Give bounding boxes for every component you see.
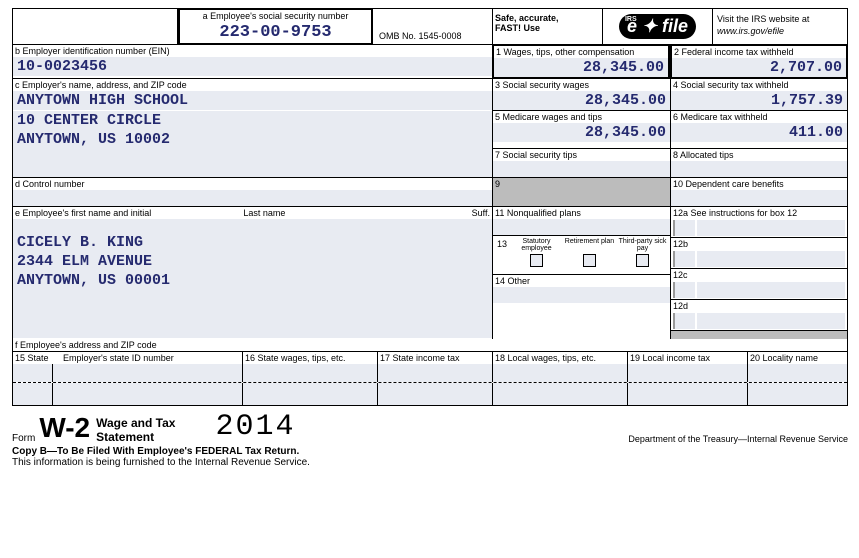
box13-stat-label: Statutory employee	[511, 238, 562, 254]
box2-value: 2,707.00	[672, 58, 846, 77]
box12b-label: 12b	[671, 238, 847, 250]
box14-label: 14 Other	[493, 275, 670, 287]
box17-label: 17 State income tax	[378, 352, 492, 364]
row-c-7-8: 7 Social security tips 8 Allocated tips	[13, 149, 847, 178]
title2: Statement	[96, 430, 175, 444]
box12d-row	[671, 312, 847, 330]
ssn-value: 223-00-9753	[180, 22, 371, 43]
employer-line3: ANYTOWN, US 10002	[13, 130, 492, 149]
ein-value: 10-0023456	[13, 57, 492, 76]
checkbox-sickpay[interactable]	[636, 254, 649, 267]
row-c-3-4: c Employer's name, address, and ZIP code…	[13, 79, 847, 111]
box20-label: 20 Locality name	[748, 352, 847, 364]
box13-num: 13	[495, 238, 509, 272]
box13-ret-label: Retirement plan	[564, 238, 615, 254]
box11-value	[493, 219, 670, 235]
row-f: f Employee's address and ZIP code	[13, 339, 847, 352]
omb-label: OMB No. 1545-0008	[377, 30, 464, 42]
box-d-label: d Control number	[13, 178, 492, 190]
efile-logo: IRS e ✦ file	[619, 14, 696, 39]
box12c-label: 12c	[671, 269, 847, 281]
box12c-row	[671, 281, 847, 299]
box15-state-label: 15 State	[13, 352, 61, 364]
box12b-row	[671, 250, 847, 268]
visit1: Visit the IRS website at	[715, 13, 845, 25]
box7-label: 7 Social security tips	[493, 149, 670, 161]
box-c-label: c Employer's name, address, and ZIP code	[13, 79, 492, 91]
box5-value: 28,345.00	[493, 123, 670, 142]
box6-label: 6 Medicare tax withheld	[671, 111, 847, 123]
row-e-right: e Employee's first name and initial Last…	[13, 207, 847, 339]
box1-value: 28,345.00	[494, 58, 668, 77]
box4-label: 4 Social security tax withheld	[671, 79, 847, 91]
box4-value: 1,757.39	[671, 91, 847, 110]
box-b-label: b Employer identification number (EIN)	[13, 45, 492, 57]
box-e-suff-label: Suff.	[470, 207, 492, 219]
box19-label: 19 Local income tax	[628, 352, 747, 364]
year: 2014	[215, 410, 295, 444]
box13-sick-label: Third-party sick pay	[617, 238, 668, 254]
box18-label: 18 Local wages, tips, etc.	[493, 352, 627, 364]
box7-value	[493, 161, 670, 177]
dept: Department of the Treasury—Internal Reve…	[628, 434, 848, 444]
box11-label: 11 Nonqualified plans	[493, 207, 670, 219]
footer-title-row: Form W-2 Wage and Tax Statement 2014 Dep…	[12, 410, 848, 444]
checkbox-statutory[interactable]	[530, 254, 543, 267]
box3-label: 3 Social security wages	[493, 79, 670, 91]
box12a-label: 12a See instructions for box 12	[671, 207, 847, 219]
copy-b: Copy B—To Be Filed With Employee's FEDER…	[12, 446, 847, 457]
employer-line2: 10 CENTER CIRCLE	[13, 111, 492, 130]
w2-form: a Employee's social security number 223-…	[12, 8, 848, 406]
employee-line3: ANYTOWN, US 00001	[13, 271, 492, 290]
visit2: www.irs.gov/efile	[715, 25, 845, 37]
box5-label: 5 Medicare wages and tips	[493, 111, 670, 123]
box3-value: 28,345.00	[493, 91, 670, 110]
box16-label: 16 State wages, tips, etc.	[243, 352, 377, 364]
box1-label: 1 Wages, tips, other compensation	[494, 46, 668, 58]
safe1: Safe, accurate,	[495, 13, 600, 23]
checkbox-retirement[interactable]	[583, 254, 596, 267]
header-row: a Employee's social security number 223-…	[13, 9, 847, 45]
box-a-label: a Employee's social security number	[180, 10, 371, 22]
box9-label: 9	[493, 178, 670, 190]
control-number	[13, 190, 492, 206]
box15-eid-label: Employer's state ID number	[61, 352, 176, 364]
box14-value	[493, 287, 670, 303]
box2-label: 2 Federal income tax withheld	[672, 46, 846, 58]
employee-line2: 2344 ELM AVENUE	[13, 252, 492, 271]
box8-value	[671, 161, 847, 177]
box8-label: 8 Allocated tips	[671, 149, 847, 161]
state-row-1	[13, 364, 847, 383]
box10-label: 10 Dependent care benefits	[671, 178, 847, 190]
box-f-label: f Employee's address and ZIP code	[13, 339, 847, 351]
w2-text: W-2	[39, 412, 90, 444]
box-e-last-label: Last name	[241, 207, 469, 219]
employee-line1: CICELY B. KING	[13, 233, 492, 252]
info-line: This information is being furnished to t…	[12, 457, 847, 468]
state-row-2	[13, 383, 847, 405]
form-word: Form	[12, 433, 35, 444]
box6-value: 411.00	[671, 123, 847, 142]
box10-value	[671, 190, 847, 206]
title1: Wage and Tax	[96, 416, 175, 430]
row-c-5-6: 10 CENTER CIRCLE ANYTOWN, US 10002 5 Med…	[13, 111, 847, 149]
row-d-9-10: d Control number 9 10 Dependent care ben…	[13, 178, 847, 207]
box-e-first-label: e Employee's first name and initial	[13, 207, 241, 219]
safe2: FAST! Use	[495, 23, 600, 33]
box12a-row	[671, 219, 847, 237]
employer-line1: ANYTOWN HIGH SCHOOL	[13, 91, 492, 110]
box12d-label: 12d	[671, 300, 847, 312]
row-b-1-2: b Employer identification number (EIN) 1…	[13, 45, 847, 79]
row-state-header: 15 State Employer's state ID number 16 S…	[13, 352, 847, 364]
